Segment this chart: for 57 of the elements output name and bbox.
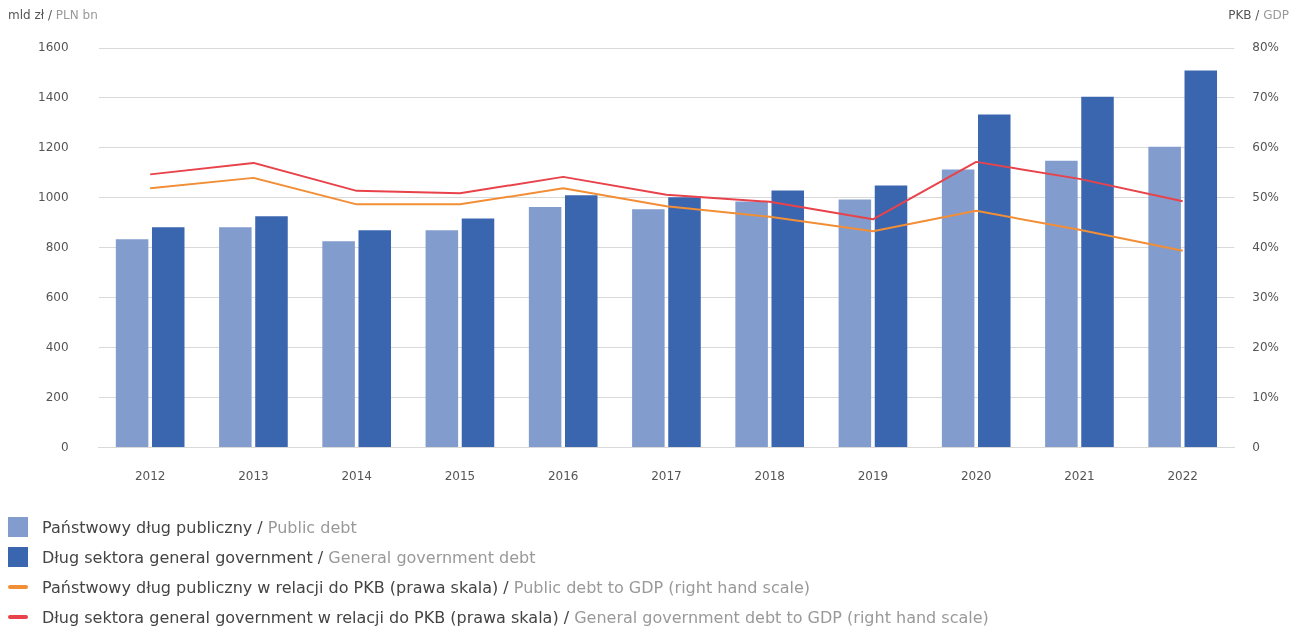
bar (461, 218, 495, 448)
y-tick-label: 1400 (37, 90, 69, 105)
y2-tick-label: 10% (1252, 389, 1279, 404)
bar (564, 195, 598, 448)
y2-tick-label: 30% (1252, 289, 1279, 304)
x-tick-label: 2021 (1064, 468, 1095, 483)
y-tick-label: 0 (60, 439, 69, 454)
bar (358, 230, 392, 448)
x-tick-label: 2017 (651, 468, 682, 483)
y-tick-label: 800 (45, 239, 69, 254)
bar (735, 201, 768, 448)
bar (425, 230, 459, 448)
bar (1045, 160, 1078, 448)
bar (978, 114, 1011, 448)
x-tick-label: 2020 (960, 468, 992, 483)
x-tick-label: 2022 (1167, 468, 1198, 483)
y-tick-label: 1200 (37, 140, 69, 155)
bar (219, 227, 252, 448)
bar (874, 185, 908, 448)
bar (255, 216, 288, 448)
x-tick-label: 2012 (134, 468, 166, 483)
legend-label: Państwowy dług publiczny w relacji do PKB (prawa skala) / Public debt to GDP (right hand scale) (42, 577, 811, 597)
legend-label: Państwowy dług publiczny / Public debt (42, 517, 357, 537)
bar (151, 227, 185, 448)
y-tick-label: 600 (45, 289, 69, 304)
y2-axis-title: PKB / GDP (1228, 8, 1289, 22)
y2-tick-label: 80% (1252, 40, 1279, 55)
y2-tick-label: 20% (1252, 339, 1279, 354)
y-tick-label: 400 (45, 339, 69, 354)
y-tick-label: 200 (45, 389, 69, 404)
y2-tick-label: 60% (1252, 140, 1279, 155)
x-tick-label: 2015 (444, 468, 476, 483)
bar (771, 190, 805, 448)
bar (668, 197, 701, 448)
y2-tick-label: 50% (1252, 189, 1279, 204)
y2-tick-label: 40% (1252, 239, 1279, 254)
x-tick-label: 2013 (238, 468, 269, 483)
legend-label: Dług sektora general government / General government debt (42, 547, 536, 567)
x-tick-label: 2018 (754, 468, 785, 483)
y2-tick-label: 0 (1252, 439, 1260, 454)
x-tick-label: 2019 (857, 468, 889, 483)
bar (1184, 70, 1218, 448)
bar (838, 199, 872, 448)
bar (1081, 96, 1114, 448)
bar (115, 239, 149, 448)
y-tick-label: 1000 (37, 189, 69, 204)
x-tick-label: 2016 (547, 468, 579, 483)
bar (632, 209, 665, 448)
x-tick-label: 2014 (341, 468, 372, 483)
y2-tick-label: 70% (1252, 90, 1279, 105)
y-axis-title: mld zł / PLN bn (8, 8, 98, 22)
bar (322, 241, 355, 448)
legend-label: Dług sektora general government w relacji do PKB (prawa skala) / General government debt to GDP (right hand scale) (42, 607, 989, 627)
bar (528, 207, 562, 448)
bar (941, 169, 975, 448)
bar (1148, 146, 1181, 448)
y-tick-label: 1600 (37, 40, 69, 55)
